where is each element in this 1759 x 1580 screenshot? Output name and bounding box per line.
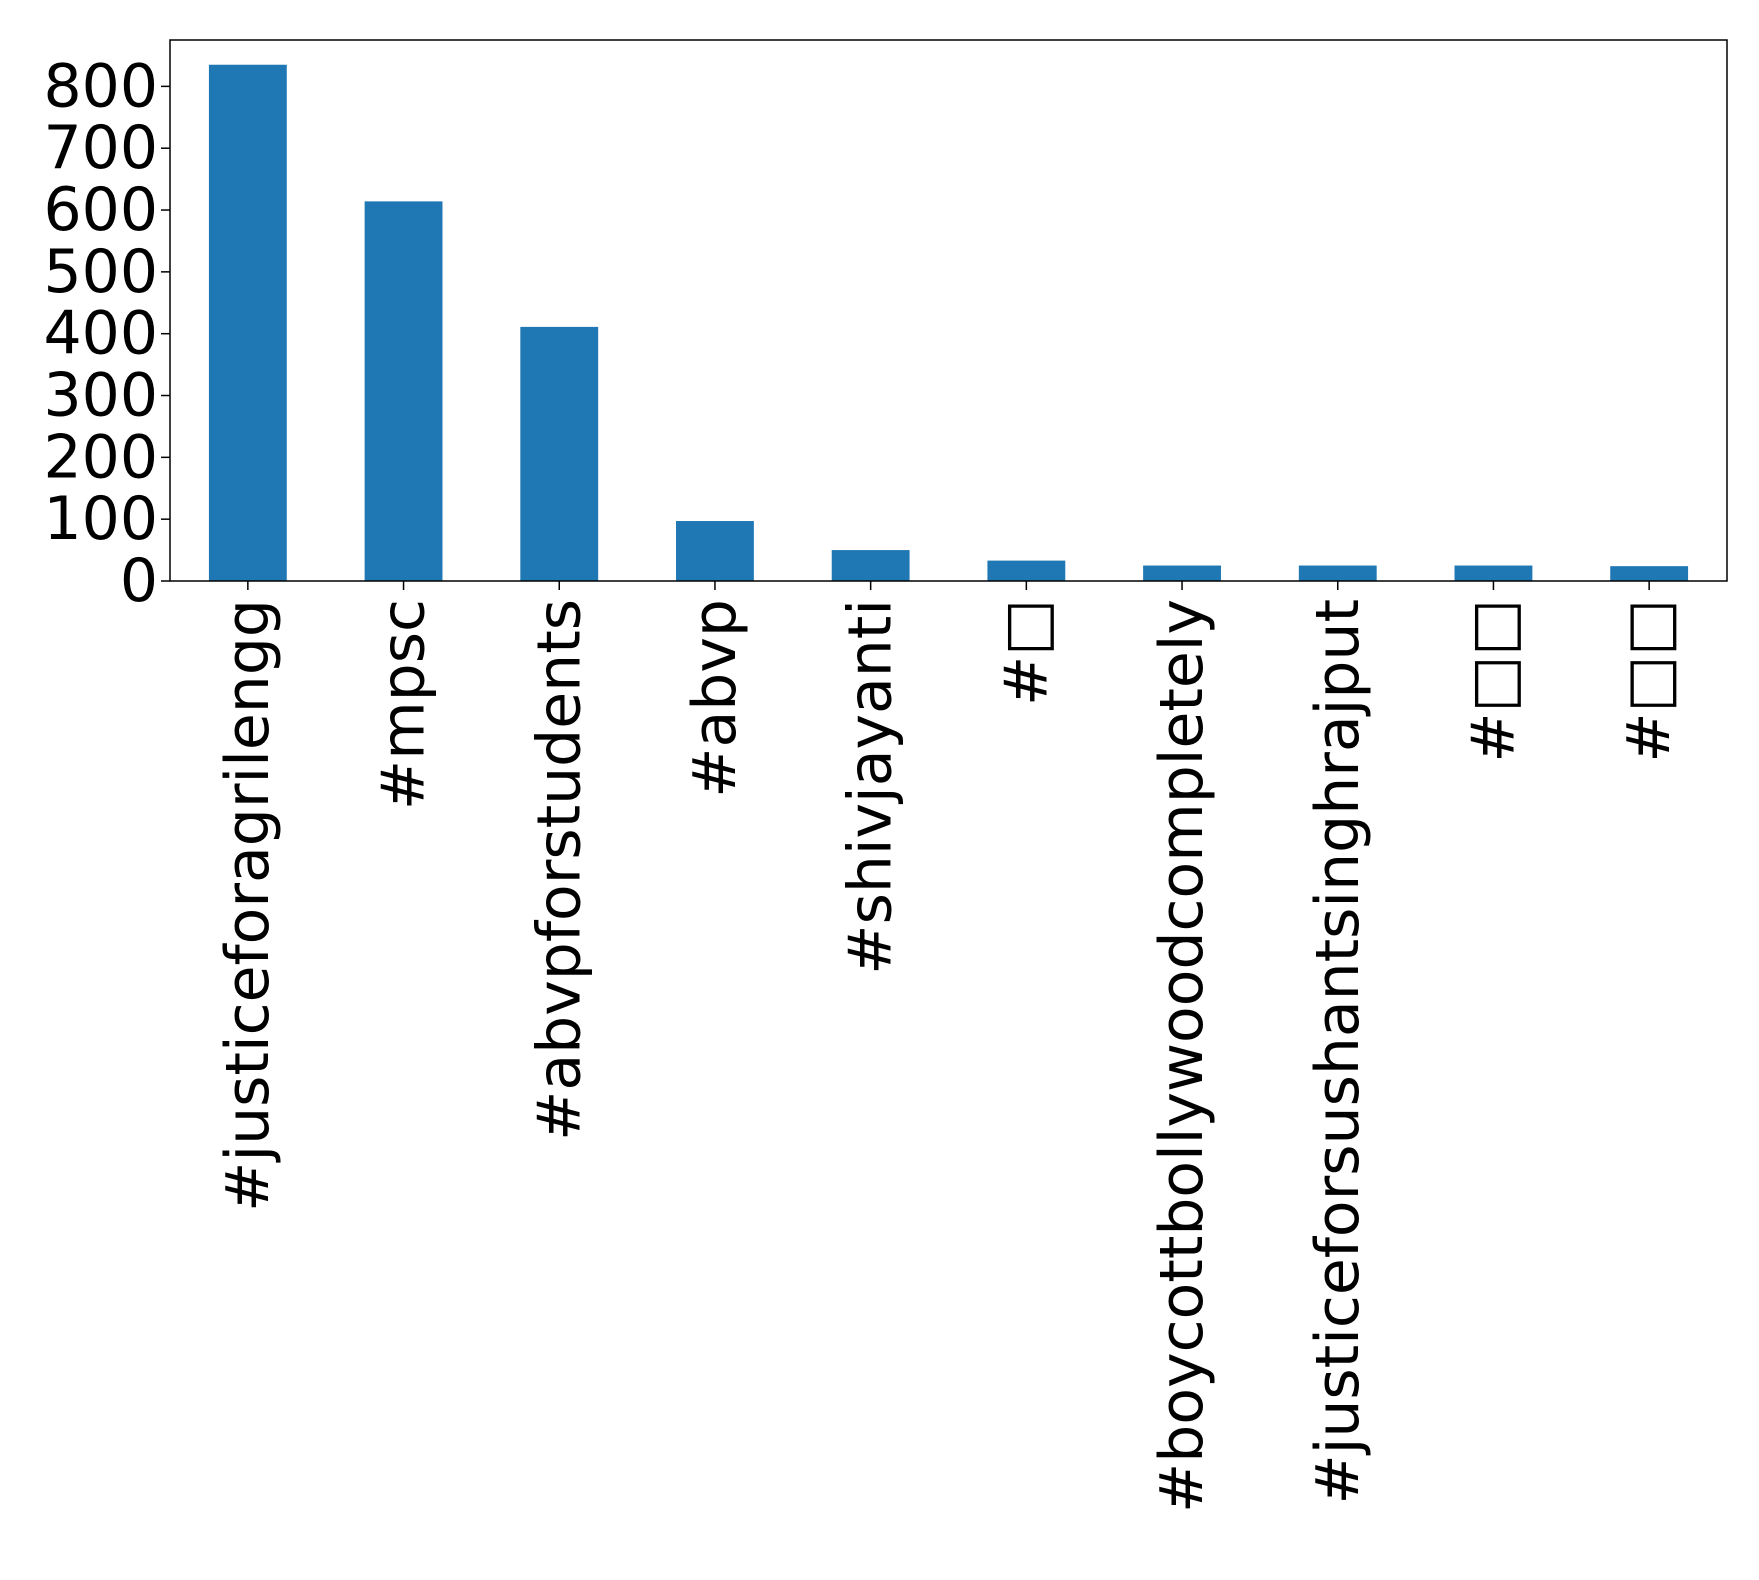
bar-5 — [987, 560, 1066, 581]
x-tick-label: #□□ — [1458, 599, 1528, 763]
x-tick-label: #abvp — [680, 599, 750, 798]
y-tick-label: 400 — [43, 299, 158, 369]
y-tick-label: 0 — [120, 546, 158, 616]
x-tick-label: #mpsc — [369, 599, 439, 810]
y-tick-label: 500 — [43, 237, 158, 307]
x-tick-label: #justiceforagrilengg — [213, 599, 283, 1212]
bars-layer — [208, 64, 1689, 582]
bar-3 — [676, 521, 754, 581]
bar-8 — [1454, 565, 1533, 581]
bar-2 — [520, 326, 599, 581]
bar-1 — [364, 201, 443, 582]
x-tick-label: #shivjayanti — [836, 599, 906, 975]
bar-7 — [1298, 565, 1377, 581]
bar-0 — [208, 64, 287, 581]
x-tick-label: #justiceforsushantsinghrajput — [1303, 599, 1373, 1505]
plot-frame — [169, 39, 1728, 582]
x-axis: #justiceforagrilengg #mpsc #abvpforstudent… — [213, 581, 1684, 1513]
bar-6 — [1143, 565, 1221, 581]
y-tick-label: 600 — [43, 175, 158, 245]
y-tick-label: 700 — [43, 113, 158, 183]
y-tick-label: 300 — [43, 361, 158, 431]
y-tick-label: 200 — [43, 422, 158, 492]
bar-9 — [1610, 566, 1689, 581]
y-tick-label: 100 — [43, 484, 158, 554]
x-tick-label: #□ — [991, 599, 1061, 706]
x-tick-label: #boycottbollywoodcompletely — [1147, 599, 1217, 1513]
x-tick-label: #□□ — [1614, 599, 1684, 763]
bar-4 — [831, 550, 910, 581]
x-tick-label: #abvpforstudents — [524, 599, 594, 1141]
y-tick-label: 800 — [43, 51, 158, 121]
